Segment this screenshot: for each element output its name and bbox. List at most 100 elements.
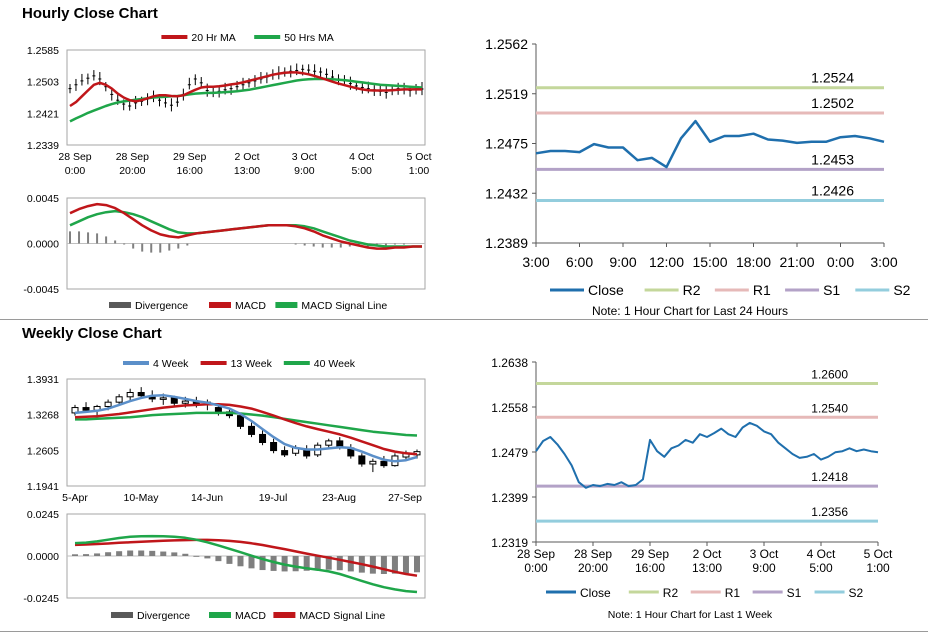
chart-note: Note: 1 Hour Chart for Last 1 Week: [608, 609, 773, 621]
candle-body: [170, 397, 178, 404]
x-tick-label: 27-Sep: [388, 492, 422, 504]
legend-item-swatch: [275, 302, 298, 308]
bottom-divider: [0, 631, 928, 632]
divergence-bar: [83, 554, 90, 556]
macd-line: [69, 202, 422, 250]
candle-body: [82, 407, 90, 411]
y-tick-label: 1.2638: [491, 356, 528, 370]
hourly-macd-chart: 0.0045 0.0000 -0.0045 Divergence MACD MACD Si…: [23, 193, 426, 312]
legend-label: S2: [849, 586, 864, 600]
legend-item-swatch: [273, 612, 296, 618]
candle-body: [236, 415, 244, 427]
divergence-bar: [171, 552, 178, 556]
candle-body: [248, 425, 256, 435]
candle-body: [181, 400, 189, 404]
y-tick-label: 1.3268: [27, 410, 59, 422]
candle-body: [358, 455, 366, 465]
divergence-bar: [116, 551, 123, 556]
candle-body: [325, 440, 333, 446]
x-tick-label: 1:00: [866, 561, 890, 575]
hourly-levels-chart: 1.2562 1.2519 1.2475 1.2432 1.2389 3:00 6:00 9:…: [485, 36, 910, 318]
y-tick-label: 1.2475: [485, 136, 528, 152]
plot-area: [66, 378, 426, 487]
y-tick-label: -0.0045: [23, 284, 59, 296]
x-tick-label: 19-Jul: [259, 492, 288, 504]
close-line: [535, 119, 885, 169]
divergence-bar: [226, 556, 233, 564]
y-tick-label: 1.2519: [485, 86, 528, 102]
x-tick-label: 12:00: [649, 254, 684, 270]
level-label-r1: 1.2540: [811, 401, 848, 415]
legend-label: R2: [663, 586, 679, 600]
x-tick-label: 5 Oct: [864, 547, 893, 561]
candle-body: [380, 460, 388, 467]
x-tick-label: 0:00: [827, 254, 854, 270]
divergence-bar: [325, 556, 332, 570]
x-tick-label: 16:00: [635, 561, 665, 575]
y-tick-label: 1.2319: [491, 536, 528, 550]
x-tick-label: 23-Aug: [322, 492, 356, 504]
x-tick-label: 6:00: [566, 254, 593, 270]
legend-label: Close: [588, 282, 624, 298]
level-label-s2: 1.2356: [811, 505, 848, 519]
divergence-bar: [402, 556, 409, 574]
candle-body: [104, 401, 112, 407]
divergence-bar: [127, 550, 134, 556]
x-tick-label: 9:00: [752, 561, 776, 575]
legend-item-swatch: [200, 361, 227, 365]
y-tick-label: 0.0245: [27, 509, 59, 521]
x-tick-label: 1:00: [409, 165, 430, 177]
chart-note: Note: 1 Hour Chart for Last 24 Hours: [592, 304, 788, 318]
legend-label: R2: [683, 282, 701, 298]
candle-body: [126, 391, 134, 398]
legend-item-label: MACD Signal Line: [299, 610, 385, 622]
x-tick-label: 20:00: [578, 561, 608, 575]
legend-item-label: MACD: [235, 300, 266, 312]
x-tick-label: 9:00: [294, 165, 315, 177]
divergence-bar: [182, 553, 189, 556]
plot-area: [66, 49, 426, 146]
y-tick-label: -0.0245: [23, 593, 59, 605]
x-tick-label: 13:00: [692, 561, 722, 575]
divergence-bar: [160, 551, 167, 556]
divergence-bar: [303, 556, 310, 571]
x-tick-label: 5 Oct: [406, 151, 431, 163]
x-tick-label: 2 Oct: [693, 547, 722, 561]
ma13-line: [74, 403, 418, 456]
divergence-bar: [105, 552, 112, 556]
divergence-bar: [215, 556, 222, 562]
x-tick-label: 3:00: [870, 254, 897, 270]
y-tick-label: 1.2399: [491, 491, 528, 505]
divergence-bar: [380, 556, 387, 574]
divergence-bar: [193, 555, 200, 557]
divergence-bar: [369, 556, 376, 574]
y-tick-label: 0.0000: [27, 551, 59, 563]
legend-item-swatch: [123, 361, 149, 365]
x-tick-label: 29 Sep: [631, 547, 669, 561]
y-tick-label: 1.2432: [485, 185, 528, 201]
candle-body: [137, 391, 145, 397]
x-tick-label: 0:00: [524, 561, 548, 575]
weekly-macd-chart: 0.0245 0.0000 -0.0245 Divergence MACD MACD Si…: [23, 509, 426, 622]
x-tick-label: 5:00: [351, 165, 372, 177]
divergence-bar: [237, 556, 244, 567]
close-line: [535, 421, 879, 489]
legend-item-label: 13 Week: [231, 358, 273, 370]
legend-item-label: Divergence: [137, 610, 190, 622]
y-tick-label: 1.2562: [485, 36, 528, 52]
y-tick-label: 1.3931: [27, 374, 59, 386]
level-label-s1: 1.2453: [811, 151, 854, 167]
x-tick-label: 10-May: [123, 492, 159, 504]
candle-body: [270, 442, 278, 452]
legend-label: R1: [725, 586, 741, 600]
x-tick-label: 21:00: [779, 254, 814, 270]
divergence-bar: [149, 550, 156, 556]
legend-label: S2: [893, 282, 910, 298]
y-tick-label: 1.2479: [491, 446, 528, 460]
legend-item-swatch: [283, 361, 310, 365]
ma4-line: [74, 393, 418, 463]
y-tick-label: 1.1941: [27, 481, 59, 493]
divergence-bar: [204, 556, 211, 559]
x-tick-label: 15:00: [692, 254, 727, 270]
